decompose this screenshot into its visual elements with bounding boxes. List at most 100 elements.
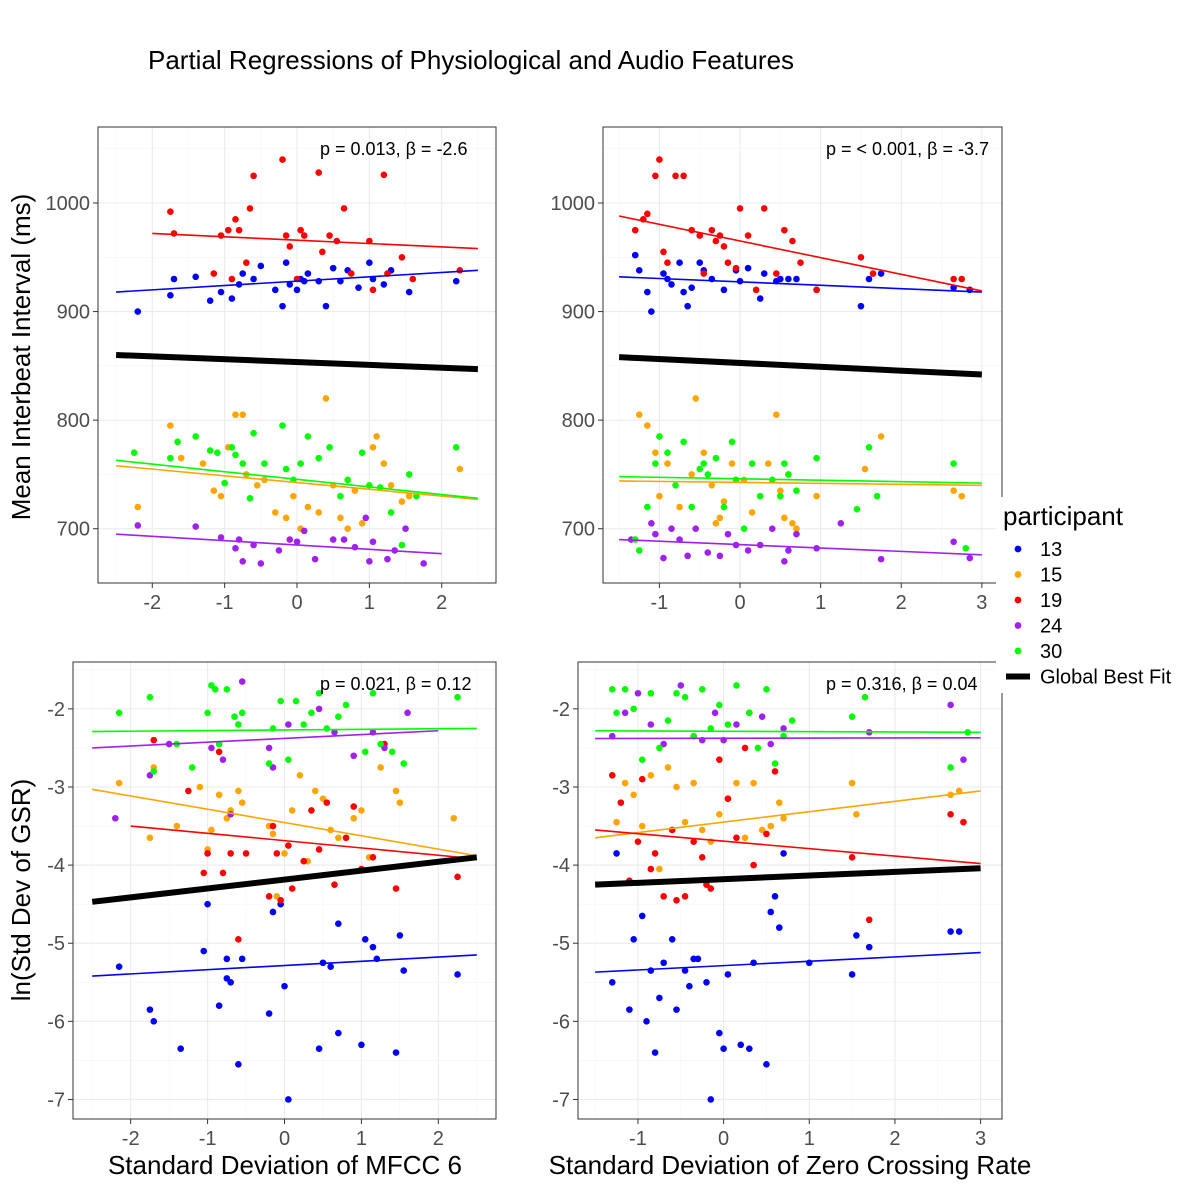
panel-top-right: p = < 0.001, β = -3.7 -1 0 1 2 3 700 800 900 1000 xyxy=(551,126,1003,614)
point-participant-30 xyxy=(950,460,957,467)
point-participant-19 xyxy=(235,226,243,234)
point-participant-13 xyxy=(724,971,732,978)
point-participant-15 xyxy=(350,814,358,822)
point-participant-24 xyxy=(362,514,370,522)
point-participant-30 xyxy=(728,438,736,446)
point-participant-30 xyxy=(754,744,762,752)
point-participant-13 xyxy=(716,1029,723,1037)
point-participant-15 xyxy=(177,454,185,462)
legend-label: 13 xyxy=(1040,539,1062,561)
x-tick-label: -2 xyxy=(122,1128,140,1150)
point-participant-13 xyxy=(686,982,693,990)
point-participant-24 xyxy=(350,752,358,760)
point-participant-24 xyxy=(300,527,308,535)
y-axis-label-bottom: ln(Std Dev of GSR) xyxy=(6,779,36,1002)
point-participant-19 xyxy=(366,237,373,245)
point-participant-24 xyxy=(960,756,967,763)
point-participant-15 xyxy=(958,492,965,500)
point-participant-15 xyxy=(647,771,655,779)
point-participant-19 xyxy=(651,850,659,857)
point-participant-13 xyxy=(400,967,408,974)
point-participant-13 xyxy=(750,959,757,967)
point-participant-13 xyxy=(660,959,667,967)
point-participant-15 xyxy=(369,443,377,451)
point-participant-15 xyxy=(733,779,740,787)
y-tick-label: -4 xyxy=(552,855,570,877)
point-participant-24 xyxy=(331,729,338,736)
legend-label: 30 xyxy=(1040,641,1062,663)
x-tick-label: 1 xyxy=(804,1128,815,1150)
point-participant-13 xyxy=(192,273,199,281)
point-participant-15 xyxy=(767,822,775,830)
point-participant-19 xyxy=(228,275,236,283)
point-participant-30 xyxy=(115,709,123,717)
point-participant-24 xyxy=(384,555,391,563)
point-participant-15 xyxy=(398,498,406,505)
point-participant-13 xyxy=(304,270,312,277)
point-participant-15 xyxy=(344,525,351,533)
point-participant-24 xyxy=(404,709,411,717)
legend-item-19: 19 xyxy=(1014,590,1062,612)
fit-line-participant-15 xyxy=(92,788,477,857)
point-participant-30 xyxy=(635,547,643,554)
point-participant-19 xyxy=(350,803,358,810)
point-participant-24 xyxy=(758,713,766,720)
point-participant-19 xyxy=(652,172,659,180)
point-participant-30 xyxy=(853,505,861,513)
point-participant-13 xyxy=(134,308,142,315)
point-participant-19 xyxy=(733,834,740,842)
point-participant-15 xyxy=(773,411,780,419)
point-participant-15 xyxy=(613,818,620,826)
point-participant-15 xyxy=(813,492,820,500)
point-participant-19 xyxy=(797,259,804,267)
point-participant-13 xyxy=(269,908,277,916)
point-participant-19 xyxy=(660,248,667,256)
point-participant-30 xyxy=(763,686,770,693)
legend-label: 24 xyxy=(1040,616,1062,638)
global-best-fit-line xyxy=(115,352,479,373)
point-participant-24 xyxy=(192,523,199,530)
point-participant-13 xyxy=(947,928,954,935)
fit-line-participant-13 xyxy=(595,951,981,973)
point-participant-13 xyxy=(638,912,646,920)
y-tick-label: -6 xyxy=(47,1011,65,1033)
point-participant-19 xyxy=(760,205,768,212)
annotation: p = 0.316, β = 0.04 xyxy=(826,674,977,694)
point-participant-19 xyxy=(741,744,749,752)
fit-line-participant-19 xyxy=(618,215,983,292)
point-participant-15 xyxy=(652,449,659,457)
point-participant-19 xyxy=(392,885,400,892)
point-participant-30 xyxy=(621,686,629,693)
point-participant-15 xyxy=(271,509,279,516)
point-participant-24 xyxy=(402,525,409,533)
legend: participant 13 15 19 24 30 Global Best Fit xyxy=(996,497,1188,693)
x-axis-label-left: Standard Deviation of MFCC 6 xyxy=(108,1150,462,1180)
point-participant-13 xyxy=(271,286,279,294)
point-participant-19 xyxy=(242,850,250,857)
point-participant-24 xyxy=(369,538,377,546)
point-participant-24 xyxy=(781,557,788,565)
point-participant-15 xyxy=(644,422,651,429)
point-participant-19 xyxy=(813,286,820,294)
point-participant-13 xyxy=(744,264,752,272)
point-participant-15 xyxy=(358,519,366,527)
point-participant-24 xyxy=(134,522,142,529)
panel-bottom-left: p = 0.021, β = 0.12 -2 -1 0 1 2 -7 -6 -5 -4 -3 -2 xyxy=(47,661,497,1150)
point-participant-15 xyxy=(304,503,312,511)
point-participant-13 xyxy=(223,955,231,963)
point-participant-30 xyxy=(720,503,728,511)
point-participant-30 xyxy=(947,764,954,771)
point-participant-30 xyxy=(297,460,304,467)
point-participant-13 xyxy=(694,955,702,963)
point-participant-13 xyxy=(396,932,404,939)
point-participant-24 xyxy=(311,555,319,563)
point-participant-13 xyxy=(676,259,683,267)
fit-line-participant-24 xyxy=(619,538,982,556)
point-participant-15 xyxy=(215,791,223,799)
point-participant-19 xyxy=(664,259,671,267)
point-participant-15 xyxy=(780,814,787,822)
point-participant-15 xyxy=(335,834,342,842)
point-participant-13 xyxy=(204,900,211,908)
point-participant-19 xyxy=(456,267,464,274)
annotation: p = 0.013, β = -2.6 xyxy=(320,139,467,159)
